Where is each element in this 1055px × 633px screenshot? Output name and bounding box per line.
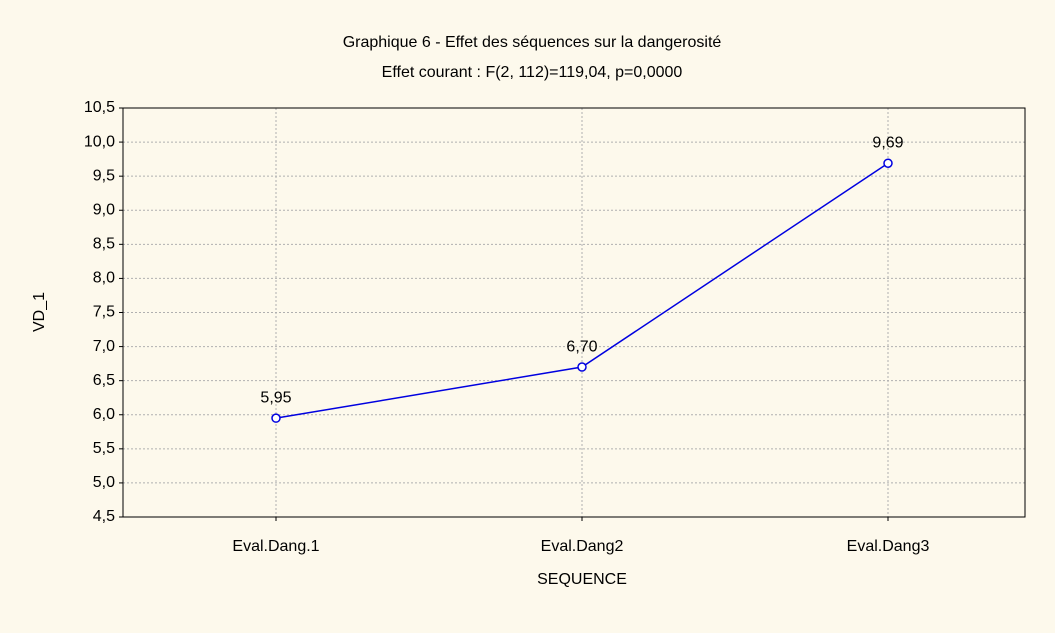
- y-tick-label: 5,5: [93, 440, 115, 457]
- y-tick-label: 10,0: [84, 133, 115, 150]
- y-tick-label: 4,5: [93, 508, 115, 525]
- x-tick-label: Eval.Dang3: [847, 538, 930, 555]
- y-tick-label: 6,0: [93, 406, 115, 423]
- y-tick-label: 5,0: [93, 474, 115, 491]
- y-tick-label: 9,0: [93, 201, 115, 218]
- marker: [577, 362, 587, 372]
- y-tick-label: 7,0: [93, 338, 115, 355]
- plot-frame: [122, 107, 1026, 518]
- marker: [271, 413, 281, 423]
- y-tick-label: 9,5: [93, 167, 115, 184]
- y-tick-label: 8,0: [93, 270, 115, 287]
- x-tick-label: Eval.Dang.1: [232, 538, 319, 555]
- y-tick-label: 8,5: [93, 236, 115, 253]
- y-tick-label: 6,5: [93, 372, 115, 389]
- chart-subtitle: Effet courant : F(2, 112)=119,04, p=0,00…: [382, 64, 683, 81]
- y-tick-label: 10,5: [84, 99, 115, 116]
- y-axis-label: VD_1: [31, 292, 48, 332]
- chart-title: Graphique 6 - Effet des séquences sur la…: [343, 34, 722, 51]
- y-tick-label: 7,5: [93, 304, 115, 321]
- data-label: 5,95: [260, 389, 291, 406]
- x-axis-label: SEQUENCE: [537, 571, 627, 588]
- marker: [883, 158, 893, 168]
- data-label: 9,69: [872, 134, 903, 151]
- x-tick-label: Eval.Dang2: [541, 538, 624, 555]
- data-label: 6,70: [566, 338, 597, 355]
